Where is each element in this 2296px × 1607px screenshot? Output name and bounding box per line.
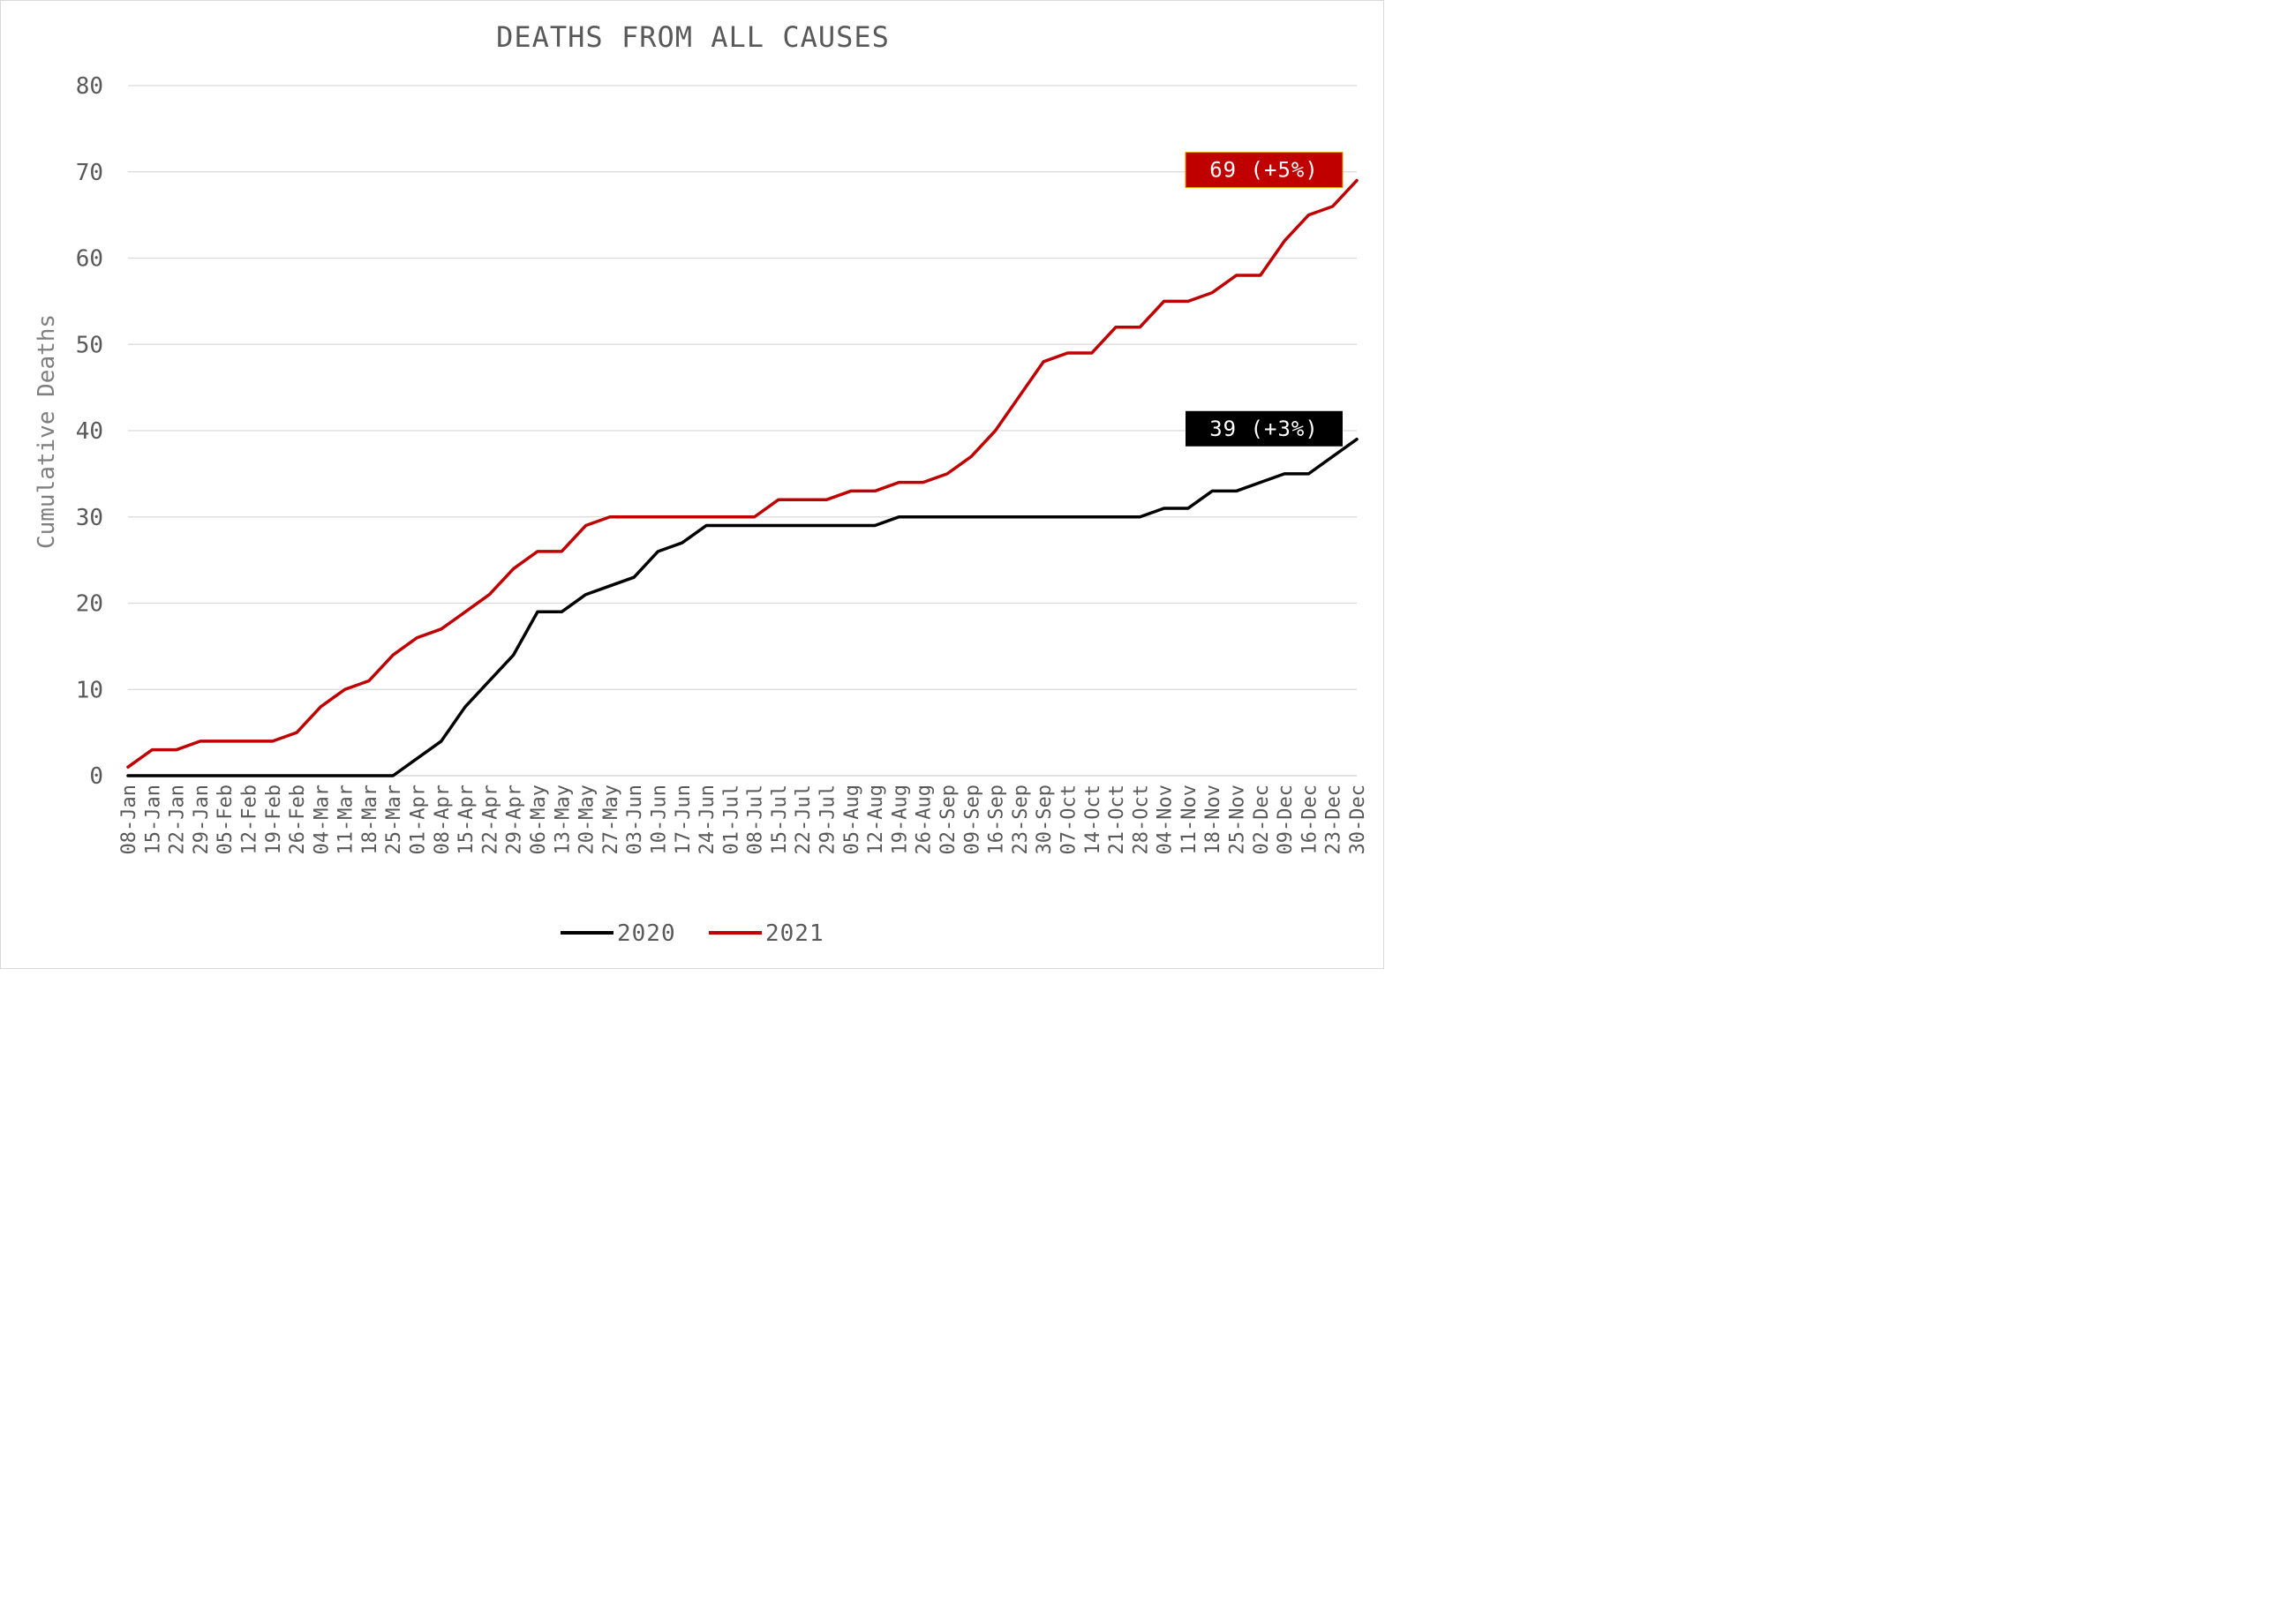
legend-item-2020: 2020: [561, 920, 676, 947]
x-tick-label: 22-Jan: [167, 785, 189, 854]
y-axis-label: Cumulative Deaths: [34, 314, 60, 549]
legend-label: 2020: [617, 920, 676, 947]
y-tick-label: 20: [76, 591, 103, 618]
x-tick-label: 24-Jun: [696, 785, 719, 854]
x-tick-label: 09-Sep: [961, 785, 983, 854]
x-tick-label: 11-Mar: [335, 785, 358, 854]
x-tick-label: 02-Dec: [1251, 785, 1273, 854]
x-tick-label: 20-May: [576, 785, 598, 854]
y-tick-label: 60: [76, 246, 103, 273]
x-tick-label: 16-Sep: [986, 785, 1008, 854]
x-tick-label: 15-Apr: [455, 785, 478, 854]
x-tick-label: 26-Aug: [914, 785, 936, 854]
end-value-callouts: 39 (+3%) 69 (+5%): [1185, 152, 1344, 447]
x-tick-label: 21-Oct: [1106, 785, 1128, 854]
x-tick-label: 03-Jun: [624, 785, 646, 854]
callout-label: 39 (+3%): [1209, 417, 1319, 441]
y-tick-label: 40: [76, 418, 103, 445]
x-tick-label: 04-Nov: [1155, 785, 1177, 854]
x-tick-label: 25-Mar: [383, 785, 405, 854]
x-tick-label: 30-Sep: [1034, 785, 1056, 854]
y-axis-ticks: 0 10 20 30 40 50 60 70 80: [76, 73, 103, 790]
x-tick-label: 22-Jul: [793, 785, 815, 854]
x-tick-label: 08-Apr: [432, 785, 454, 854]
callout-2021: 69 (+5%): [1185, 152, 1344, 189]
x-tick-label: 18-Mar: [359, 785, 381, 854]
series-line-2021: [126, 178, 1359, 769]
legend: 2020 2021: [561, 920, 824, 947]
x-tick-label: 19-Aug: [889, 785, 911, 854]
x-tick-label: 01-Jul: [720, 785, 742, 854]
x-tick-label: 29-Jan: [191, 785, 213, 854]
gridlines: [128, 85, 1357, 777]
legend-label: 2021: [765, 920, 824, 947]
y-tick-label: 50: [76, 332, 103, 358]
callout-label: 69 (+5%): [1209, 158, 1319, 183]
x-tick-label: 06-May: [528, 785, 550, 854]
y-tick-label: 30: [76, 505, 103, 531]
x-tick-label: 13-May: [552, 785, 574, 854]
series-line-2020: [126, 438, 1359, 777]
y-tick-label: 70: [76, 160, 103, 186]
x-tick-label: 10-Jun: [648, 785, 670, 854]
series-lines: [126, 178, 1359, 777]
x-tick-label: 17-Jun: [673, 785, 695, 854]
x-tick-label: 14-Oct: [1082, 785, 1104, 854]
x-tick-label: 05-Aug: [841, 785, 863, 854]
x-tick-label: 18-Nov: [1202, 785, 1224, 854]
x-tick-label: 15-Jul: [769, 785, 791, 854]
x-tick-label: 12-Feb: [238, 785, 260, 854]
x-tick-label: 11-Nov: [1178, 785, 1201, 854]
chart-frame: DEATHS FROM ALL CAUSES Cumulative Deaths…: [0, 0, 1384, 969]
x-tick-label: 08-Jan: [118, 785, 140, 854]
x-tick-label: 02-Sep: [937, 785, 960, 854]
x-tick-label: 12-Aug: [865, 785, 887, 854]
x-tick-label: 29-Apr: [504, 785, 526, 854]
x-tick-label: 05-Feb: [215, 785, 237, 854]
x-tick-label: 22-Apr: [479, 785, 501, 854]
callout-2020: 39 (+3%): [1186, 410, 1343, 447]
x-tick-label: 01-Apr: [408, 785, 430, 854]
y-tick-label: 0: [89, 763, 103, 790]
x-tick-label: 08-Jul: [745, 785, 767, 854]
x-tick-label: 15-Jan: [142, 785, 164, 854]
x-tick-label: 30-Dec: [1347, 785, 1369, 854]
x-tick-label: 29-Jul: [817, 785, 839, 854]
x-tick-label: 26-Feb: [287, 785, 309, 854]
x-tick-label: 27-May: [600, 785, 622, 854]
x-tick-label: 23-Dec: [1323, 785, 1345, 854]
x-tick-label: 19-Feb: [263, 785, 285, 854]
x-tick-label: 16-Dec: [1299, 785, 1321, 854]
x-tick-label: 09-Dec: [1275, 785, 1297, 854]
x-tick-label: 04-Mar: [311, 785, 333, 854]
legend-item-2021: 2021: [709, 920, 824, 947]
x-tick-label: 28-Oct: [1130, 785, 1152, 854]
callout-box: [1185, 152, 1344, 189]
callout-box: [1186, 410, 1343, 447]
x-tick-label: 07-Oct: [1058, 785, 1080, 854]
y-tick-label: 10: [76, 677, 103, 703]
line-chart: DEATHS FROM ALL CAUSES Cumulative Deaths…: [34, 20, 1369, 947]
x-tick-label: 25-Nov: [1227, 785, 1249, 854]
x-axis-ticks: 08-Jan 15-Jan 22-Jan 29-Jan 05-Feb 12-Feb 19-F…: [118, 785, 1369, 854]
x-tick-label: 23-Sep: [1010, 785, 1032, 854]
y-tick-label: 80: [76, 73, 103, 100]
chart-title: DEATHS FROM ALL CAUSES: [496, 20, 890, 54]
